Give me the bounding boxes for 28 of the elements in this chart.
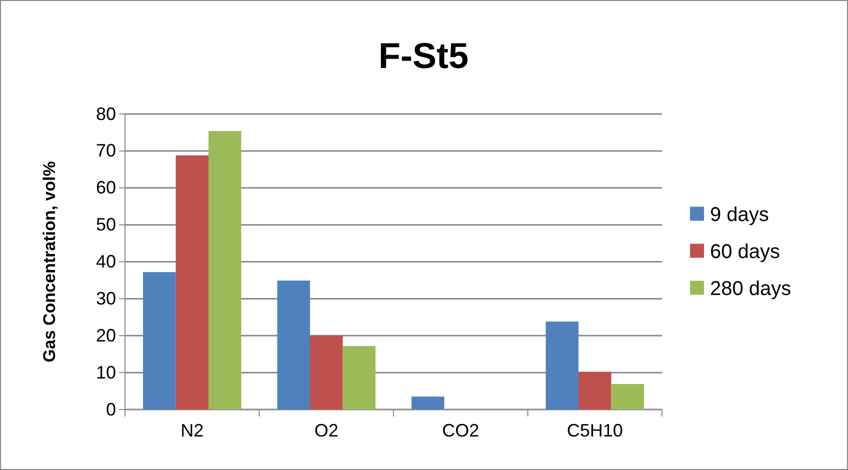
bar (176, 155, 208, 410)
bar (611, 384, 644, 410)
x-tick-label: C5H10 (566, 420, 623, 440)
y-tick-label: 40 (96, 252, 116, 272)
y-tick-label: 0 (106, 399, 116, 420)
bar (208, 130, 242, 410)
y-tick-label: 20 (96, 325, 116, 346)
y-tick-label: 70 (96, 140, 116, 161)
bar (342, 346, 376, 410)
legend-label: 60 days (710, 240, 780, 263)
y-tick-label: 30 (96, 288, 116, 308)
bar (412, 396, 444, 410)
y-tick-label: 10 (96, 362, 116, 382)
x-tick-label: N2 (180, 420, 204, 440)
chart-title: F-St5 (378, 35, 468, 76)
y-tick-label: 50 (96, 214, 116, 235)
legend-label: 280 days (710, 278, 792, 300)
y-axis-title: Gas Concentration, vol% (40, 161, 59, 362)
y-tick-label: 80 (96, 104, 116, 124)
bar (310, 336, 343, 410)
legend-label: 9 days (710, 204, 769, 226)
bar (143, 272, 176, 410)
x-tick-label: O2 (314, 420, 338, 440)
bar (578, 372, 612, 410)
bar (277, 280, 310, 410)
bar (546, 322, 579, 410)
y-tick-label: 60 (96, 178, 116, 198)
x-tick-label: CO2 (442, 420, 480, 440)
